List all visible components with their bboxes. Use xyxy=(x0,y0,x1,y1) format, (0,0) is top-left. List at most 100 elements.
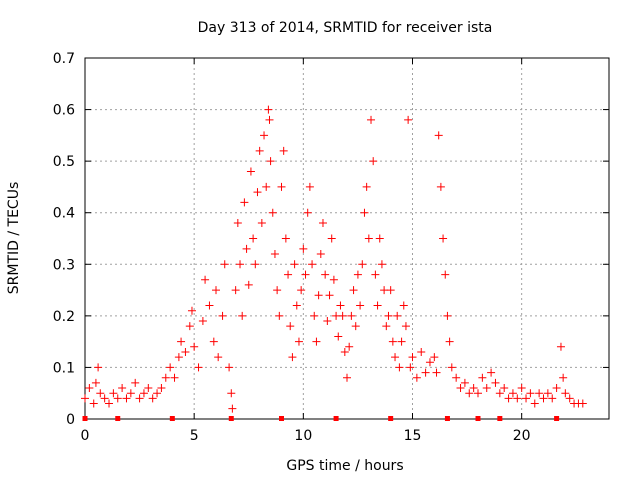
data-point xyxy=(382,322,391,331)
data-point xyxy=(273,286,282,295)
data-point xyxy=(338,311,347,320)
data-point xyxy=(323,317,332,326)
data-point xyxy=(340,347,349,356)
data-point xyxy=(452,373,461,382)
data-point xyxy=(190,342,199,351)
data-point xyxy=(504,394,513,403)
data-point xyxy=(139,389,148,398)
data-point xyxy=(517,384,526,393)
y-tick-label: 0.6 xyxy=(53,103,75,119)
data-point xyxy=(131,378,140,387)
data-point xyxy=(401,322,410,331)
data-point xyxy=(277,182,286,191)
data-point xyxy=(268,208,277,217)
data-point xyxy=(105,399,114,408)
data-point xyxy=(500,384,509,393)
data-point xyxy=(358,260,367,269)
baseline-marker xyxy=(388,416,394,421)
data-point xyxy=(388,337,397,346)
data-point xyxy=(349,286,358,295)
data-point xyxy=(513,394,522,403)
y-tick-label: 0.4 xyxy=(53,206,75,222)
data-point xyxy=(305,182,314,191)
data-point xyxy=(225,363,234,372)
data-point xyxy=(347,311,356,320)
x-tick-label: 0 xyxy=(81,428,90,444)
data-point xyxy=(157,384,166,393)
data-point xyxy=(286,322,295,331)
data-point xyxy=(240,198,249,207)
baseline-marker xyxy=(228,416,234,421)
data-point xyxy=(430,353,439,362)
data-point xyxy=(174,353,183,362)
data-point xyxy=(434,131,443,140)
data-point xyxy=(153,389,162,398)
data-point xyxy=(212,286,220,295)
data-point xyxy=(299,244,308,253)
data-point xyxy=(474,389,482,398)
data-point xyxy=(447,363,456,372)
baseline-marker xyxy=(169,416,175,421)
data-point xyxy=(209,337,218,346)
data-point xyxy=(288,353,297,362)
data-point xyxy=(336,301,345,310)
data-point xyxy=(297,286,306,295)
baseline-marker xyxy=(475,416,481,421)
data-point xyxy=(393,311,402,320)
data-point xyxy=(353,270,362,279)
grid xyxy=(85,58,609,419)
data-point xyxy=(465,389,474,398)
data-point xyxy=(161,373,170,382)
data-point xyxy=(170,373,179,382)
data-point xyxy=(487,368,496,377)
data-point xyxy=(122,394,131,403)
data-point xyxy=(491,378,500,387)
data-point xyxy=(559,373,568,382)
data-point xyxy=(244,280,253,289)
data-point xyxy=(436,182,445,191)
data-point xyxy=(218,311,227,320)
data-point xyxy=(227,389,236,398)
data-point xyxy=(369,157,378,166)
data-point xyxy=(233,219,242,228)
data-point xyxy=(220,260,229,269)
data-point xyxy=(530,399,539,408)
data-point xyxy=(279,146,288,155)
data-point xyxy=(96,389,105,398)
data-point xyxy=(292,301,301,310)
data-point xyxy=(439,234,448,243)
data-point xyxy=(301,270,310,279)
axis-ticks xyxy=(84,57,609,420)
data-point xyxy=(561,389,570,398)
x-tick-labels: 0 5 10 15 20 xyxy=(81,428,531,444)
data-points xyxy=(81,105,587,413)
baseline-marker xyxy=(554,416,560,421)
baseline-markers xyxy=(82,416,560,421)
baseline-marker xyxy=(497,416,503,421)
data-point xyxy=(113,394,122,403)
data-point xyxy=(81,394,89,403)
data-point xyxy=(325,291,334,300)
data-point xyxy=(456,384,465,393)
data-point xyxy=(495,389,504,398)
data-point xyxy=(126,389,135,398)
data-point xyxy=(275,311,284,320)
data-point xyxy=(281,234,290,243)
y-tick-labels: 0 0.1 0.2 0.3 0.4 0.5 0.6 0.7 xyxy=(53,51,75,428)
data-point xyxy=(246,167,255,176)
data-point xyxy=(198,317,207,326)
data-point xyxy=(185,322,194,331)
data-point xyxy=(318,219,327,228)
data-point xyxy=(251,260,260,269)
data-point xyxy=(316,249,325,258)
data-point xyxy=(228,404,237,413)
y-tick-label: 0 xyxy=(66,412,75,428)
x-tick-label: 20 xyxy=(513,428,531,444)
x-tick-label: 5 xyxy=(190,428,199,444)
data-point xyxy=(460,378,469,387)
data-point xyxy=(265,115,274,124)
data-point xyxy=(441,270,450,279)
data-point xyxy=(148,394,157,403)
data-point xyxy=(308,260,317,269)
